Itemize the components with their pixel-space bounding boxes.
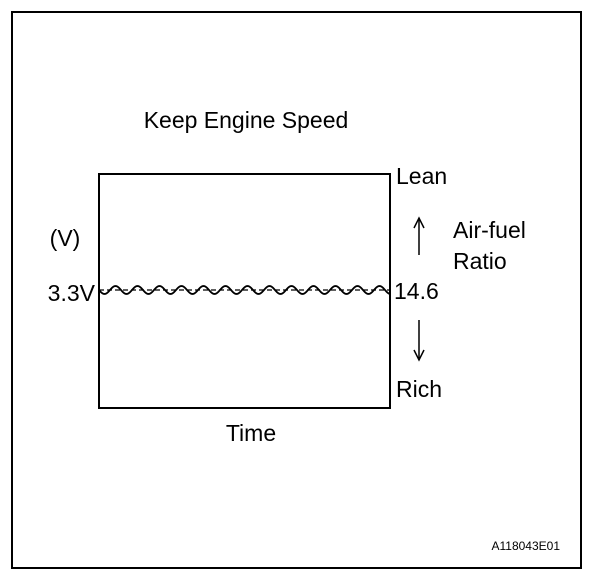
left-level-label: 3.3V [48,280,96,306]
rich-label: Rich [396,376,442,402]
x-axis-label: Time [226,420,276,446]
arrow-down-head [413,349,425,362]
signal-wave [98,285,391,295]
title: Keep Engine Speed [144,107,349,133]
arrow-up-head [413,216,425,229]
right-title-line: Air-fuel [453,217,526,243]
lean-label: Lean [396,163,447,189]
left-unit: (V) [50,225,81,251]
plot-box [98,173,391,409]
right-title-line: Ratio [453,248,507,274]
right-level-label: 14.6 [394,278,439,304]
outer-frame [11,11,582,569]
figure-id: A118043E01 [491,539,560,553]
